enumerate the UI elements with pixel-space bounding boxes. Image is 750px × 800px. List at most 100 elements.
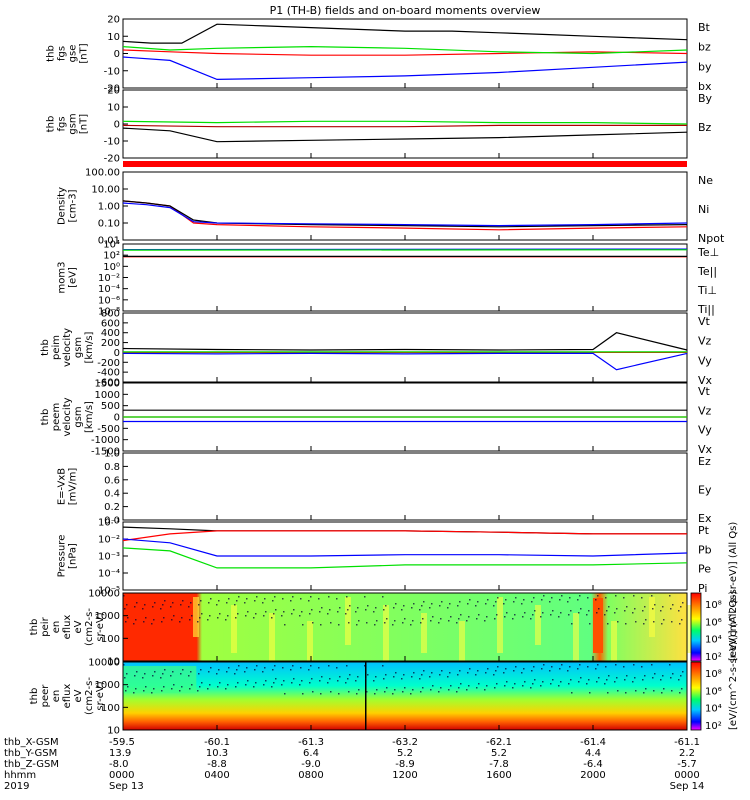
spectrogram-noise (246, 598, 248, 600)
series-line-trace (122, 127, 688, 143)
spectrogram-noise (412, 620, 414, 622)
spectrogram-noise (496, 614, 498, 616)
ephemeris-value: -61.1 (674, 737, 700, 748)
spectrogram-noise (275, 609, 277, 611)
spectrogram-noise (348, 691, 350, 693)
spectrogram-noise (190, 671, 192, 673)
spectrogram-noise (330, 622, 332, 624)
y-axis-label: eV (73, 620, 84, 633)
y-axis-label: peer (40, 684, 51, 708)
spectrogram-noise (153, 619, 155, 621)
ephemeris-value: -62.1 (486, 737, 512, 748)
ephemeris-row-label: thb_X-GSM (4, 737, 59, 748)
y-tick-label: 10² (103, 251, 120, 262)
y-axis-label: eV (73, 689, 84, 702)
y-tick-label: 10 (107, 103, 120, 114)
spectrogram-noise (216, 673, 218, 675)
spectrogram-noise (123, 664, 125, 666)
spectrogram-noise (133, 692, 135, 694)
y-axis-label: fgs (57, 116, 68, 131)
ephemeris-value: 1200 (392, 770, 417, 781)
chart-title: P1 (TH-B) fields and on-board moments ov… (270, 4, 541, 17)
spectrogram-noise (238, 665, 240, 667)
spectrogram-noise (300, 598, 302, 600)
spectrogram-noise (236, 669, 238, 671)
spectrogram-noise (654, 673, 656, 675)
spectrogram-noise (365, 609, 367, 611)
spectrogram-noise (291, 613, 293, 615)
y-axis-label: thb (40, 339, 51, 356)
spectrogram-noise (459, 670, 461, 672)
y-axis-label: Pressure (57, 535, 68, 578)
y-tick-label: -500 (97, 424, 120, 435)
y-axis-label: peim (51, 335, 62, 360)
spectrogram-noise (144, 673, 146, 675)
spectrogram-noise (560, 681, 562, 683)
spectrogram-noise (458, 687, 460, 689)
spectrogram-noise (142, 677, 144, 679)
spectrogram-noise (345, 613, 347, 615)
spectrogram-noise (440, 618, 442, 620)
spectrogram-noise (163, 617, 165, 619)
spectrogram-noise (253, 686, 255, 688)
spectrogram-noise (419, 609, 421, 611)
spectrogram-noise (328, 665, 330, 667)
spectrogram-noise (394, 689, 396, 691)
spectrogram-noise (645, 688, 647, 690)
spectrogram-streak (345, 597, 351, 645)
y-axis-label: thb (29, 619, 40, 636)
spectrogram-noise (571, 623, 573, 625)
spectrogram-noise (588, 610, 590, 612)
y-tick-label: 0 (114, 120, 120, 131)
spectrogram-noise (358, 620, 360, 622)
spectrogram-noise (162, 604, 164, 606)
spectrogram-noise (503, 672, 505, 674)
spectrogram-noise (543, 595, 545, 597)
panel-density (122, 171, 688, 241)
spectrogram-noise (290, 669, 292, 671)
spectrogram-noise (263, 615, 265, 617)
spectrogram-noise (127, 617, 129, 619)
spectrogram-noise (588, 679, 590, 681)
legend-entry: Vt (698, 385, 711, 398)
y-tick-label: 10⁻¹ (98, 518, 120, 529)
spectrogram-noise (312, 691, 314, 693)
spectrogram-noise (154, 671, 156, 673)
series-line-bz (122, 49, 688, 56)
spectrogram-noise (180, 604, 182, 606)
y-tick-label: 0.01 (98, 236, 120, 247)
y-tick-label: -20 (104, 84, 120, 95)
spectrogram-noise (670, 608, 672, 610)
panel-frame (122, 243, 688, 312)
y-axis-label: thb (46, 116, 57, 133)
spectrogram-noise (151, 692, 153, 694)
spectrogram-noise (412, 689, 414, 691)
spectrogram-noise (308, 600, 310, 602)
colorbar-tick-label: 10² (705, 721, 722, 732)
spectrogram-noise (163, 686, 165, 688)
series-line-Vx (122, 352, 688, 371)
spectrogram-noise (513, 601, 515, 603)
spectrogram-noise (142, 608, 144, 610)
ephemeris-value: -5.7 (677, 759, 697, 770)
spectrogram-noise (522, 616, 524, 618)
legend-entry: Ex (698, 512, 712, 525)
spectrogram-noise (264, 667, 266, 669)
spectrogram-noise (283, 611, 285, 613)
spectrogram-noise (429, 607, 431, 609)
spectrogram-noise (644, 675, 646, 677)
spectrogram-noise (207, 688, 209, 690)
spectrogram-streak (459, 621, 465, 669)
spectrogram-noise (460, 614, 462, 616)
spectrogram-noise (604, 614, 606, 616)
y-axis-label: eflux (62, 615, 73, 640)
ephemeris-value: 0400 (204, 770, 229, 781)
spectrogram-noise (327, 682, 329, 684)
spectrogram-noise (679, 692, 681, 694)
y-tick-label: 1000 (95, 390, 120, 401)
spectrogram-noise (456, 691, 458, 693)
y-tick-label: -10 (104, 66, 120, 77)
series-line-Pe (122, 547, 688, 569)
ephemeris-value: -63.2 (392, 737, 418, 748)
